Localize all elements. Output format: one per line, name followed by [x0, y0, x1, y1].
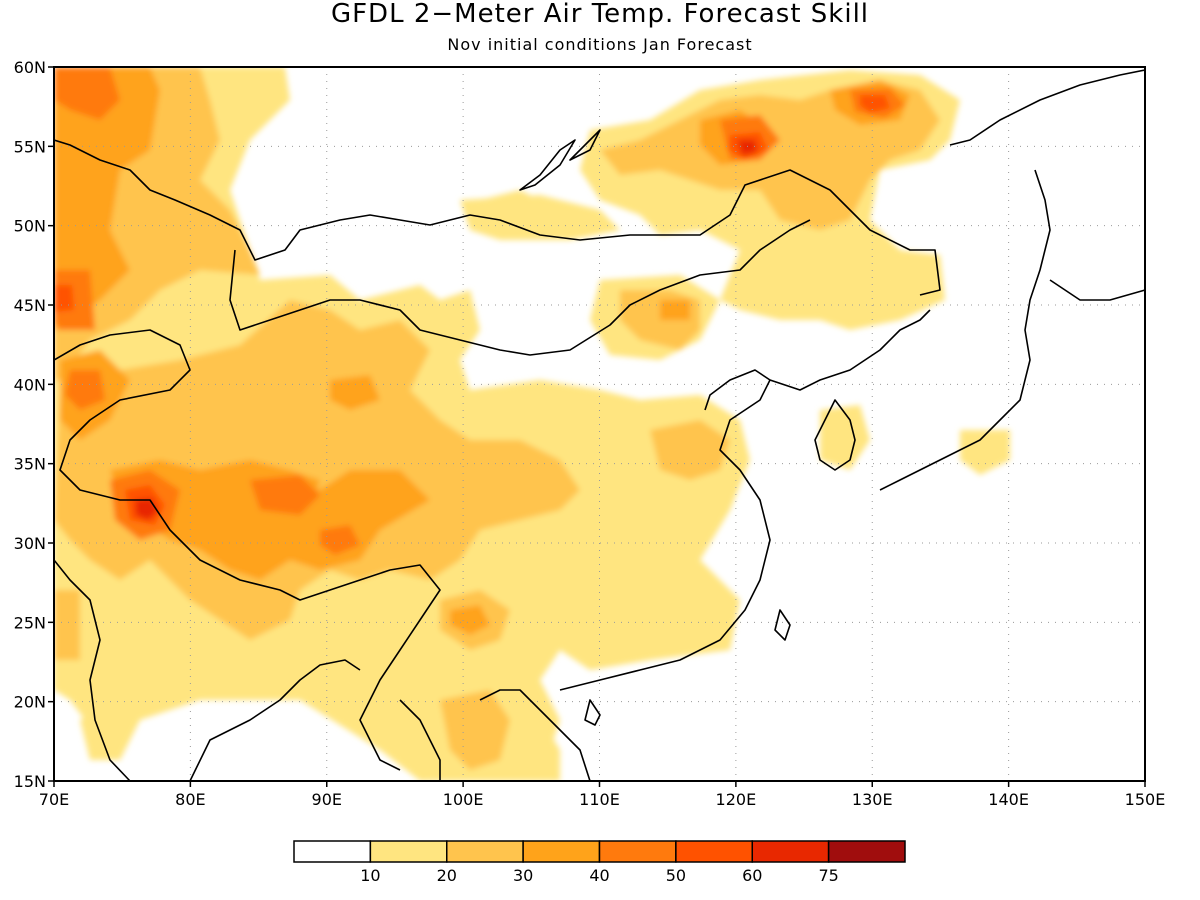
colorbar-label: 40: [589, 866, 609, 885]
lon-tick-label: 70E: [39, 790, 69, 809]
skill-field: [54, 67, 1010, 781]
coastlines-borders: [54, 69, 1145, 781]
colorbar-swatch: [675, 840, 753, 863]
lat-tick-label: 60N: [14, 58, 46, 77]
lon-tick-label: 100E: [443, 790, 484, 809]
colorbar: 10 20 30 40 50 60 75: [293, 840, 906, 885]
colorbar-swatch: [751, 840, 830, 863]
lat-tick-label: 40N: [14, 375, 46, 394]
lat-tick-label: 35N: [14, 455, 46, 474]
lat-tick-label: 55N: [14, 137, 46, 156]
latitude-ticks: 60N 55N 50N 45N 40N 35N 30N 25N 20N 15N: [14, 58, 54, 791]
lat-tick-label: 15N: [14, 772, 46, 791]
lat-tick-label: 30N: [14, 534, 46, 553]
colorbar-swatch: [598, 840, 677, 863]
lon-tick-label: 80E: [175, 790, 205, 809]
lon-tick-label: 140E: [988, 790, 1029, 809]
lat-tick-label: 50N: [14, 217, 46, 236]
colorbar-swatch: [446, 840, 524, 863]
map-area: [54, 67, 1145, 781]
colorbar-swatch: [827, 840, 906, 863]
colorbar-label: 30: [513, 866, 533, 885]
lon-tick-label: 130E: [852, 790, 893, 809]
lon-tick-label: 90E: [312, 790, 342, 809]
lat-tick-label: 25N: [14, 613, 46, 632]
lon-tick-label: 150E: [1125, 790, 1166, 809]
skill-level-30-40: [54, 67, 910, 635]
graticule: [54, 67, 1145, 781]
colorbar-label: 60: [742, 866, 762, 885]
chart-title: GFDL 2−Meter Air Temp. Forecast Skill: [331, 0, 869, 29]
lon-tick-label: 110E: [579, 790, 620, 809]
colorbar-label: 75: [818, 866, 838, 885]
longitude-ticks: 70E 80E 90E 100E 110E 120E 130E 140E 150E: [39, 781, 1166, 809]
colorbar-swatch: [522, 840, 601, 863]
colorbar-swatch: [293, 840, 372, 863]
colorbar-swatch: [369, 840, 448, 863]
lat-tick-label: 45N: [14, 296, 46, 315]
lon-tick-label: 120E: [716, 790, 757, 809]
colorbar-label: 20: [437, 866, 457, 885]
lat-tick-label: 20N: [14, 693, 46, 712]
chart-subtitle: Nov initial conditions Jan Forecast: [447, 35, 752, 54]
colorbar-label: 50: [666, 866, 686, 885]
colorbar-label: 10: [360, 866, 380, 885]
